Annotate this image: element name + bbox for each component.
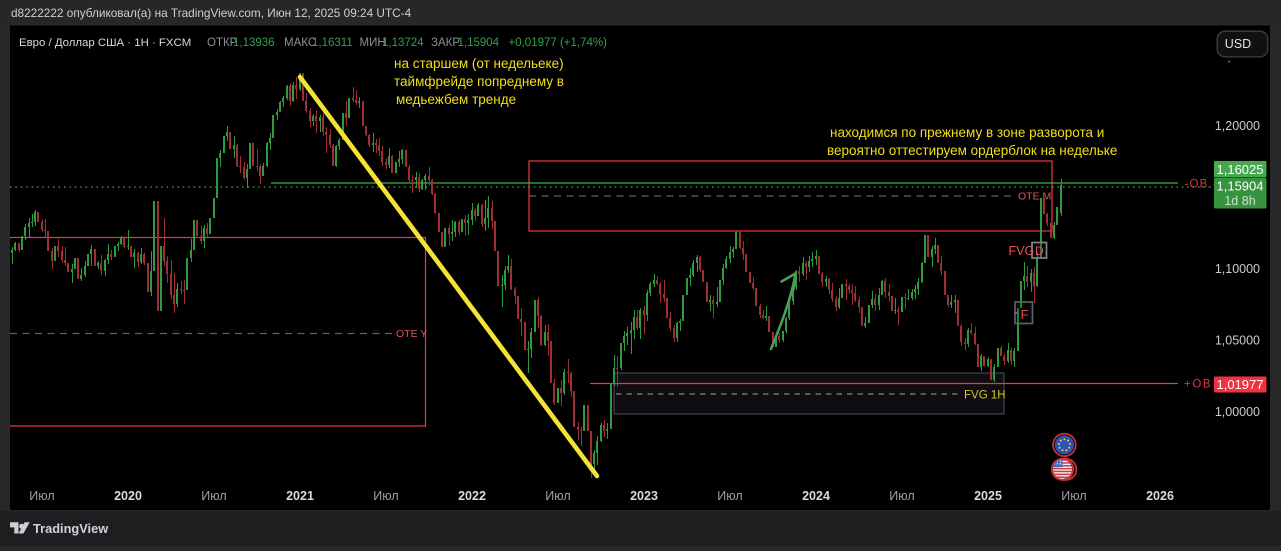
svg-text:Июл: Июл	[201, 489, 226, 503]
svg-text:1,16025: 1,16025	[1217, 162, 1264, 177]
svg-text:FVG 1H: FVG 1H	[964, 390, 1006, 402]
svg-text:1,05000: 1,05000	[1215, 334, 1260, 348]
svg-text:на старшем (от недельеке): на старшем (от недельеке)	[394, 56, 564, 71]
svg-text:2024: 2024	[802, 489, 830, 503]
svg-text:F: F	[1021, 308, 1029, 322]
svg-text:медьежбем тренде: медьежбем тренде	[396, 92, 516, 107]
svg-text:Июл: Июл	[889, 489, 914, 503]
svg-text:2026: 2026	[1146, 489, 1174, 503]
svg-text:1,00000: 1,00000	[1215, 405, 1260, 419]
svg-text:D: D	[1035, 244, 1044, 258]
svg-text:находимся по прежнему в зоне р: находимся по прежнему в зоне разворота и	[830, 125, 1104, 140]
svg-text:-OB.-: -OB.-	[1185, 179, 1218, 191]
svg-text:OTE Y: OTE Y	[396, 328, 427, 340]
svg-text:1,15904: 1,15904	[458, 37, 500, 49]
svg-text:вероятно оттестируем ордерблок: вероятно оттестируем ордерблок на недель…	[827, 143, 1117, 158]
svg-text:МИН: МИН	[360, 37, 386, 49]
svg-text:USD: USD	[1225, 37, 1251, 51]
svg-text:1,13724: 1,13724	[382, 37, 424, 49]
svg-text:+0,01977 (+1,74%): +0,01977 (+1,74%)	[509, 37, 608, 49]
svg-text:TradingView: TradingView	[33, 521, 108, 536]
svg-text:2022: 2022	[458, 489, 486, 503]
svg-text:1d 8h: 1d 8h	[1224, 194, 1255, 208]
svg-text:ОТКР: ОТКР	[207, 37, 238, 49]
svg-text:МАКС: МАКС	[284, 37, 316, 49]
svg-text:Июл: Июл	[1061, 489, 1086, 503]
svg-text:2025: 2025	[974, 489, 1002, 503]
svg-text:d8222222 опубликовал(а) на Tra: d8222222 опубликовал(а) на TradingView.c…	[11, 6, 412, 20]
svg-text:Июл: Июл	[373, 489, 398, 503]
svg-text:2023: 2023	[630, 489, 658, 503]
svg-text:таймфрейде попреднему в: таймфрейде попреднему в	[394, 74, 564, 89]
svg-text:1,10000: 1,10000	[1215, 262, 1260, 276]
svg-text:Июл: Июл	[29, 489, 54, 503]
svg-text:1,13936: 1,13936	[233, 37, 275, 49]
svg-text:FVG: FVG	[1009, 244, 1035, 258]
svg-text:ЗАКР: ЗАКР	[431, 37, 460, 49]
svg-text:2020: 2020	[114, 489, 142, 503]
svg-text:+OB -: +OB -	[1184, 379, 1222, 391]
svg-text:Июл: Июл	[717, 489, 742, 503]
svg-text:Евро / Доллар США · 1Н · FXCM: Евро / Доллар США · 1Н · FXCM	[19, 37, 191, 49]
svg-text:Июл: Июл	[545, 489, 570, 503]
svg-text:OTE M: OTE M	[1018, 191, 1051, 203]
svg-text:1,01977: 1,01977	[1217, 377, 1264, 392]
svg-text:1,16311: 1,16311	[312, 37, 353, 49]
svg-text:2021: 2021	[286, 489, 314, 503]
svg-text:1,15904: 1,15904	[1217, 179, 1264, 194]
svg-text:1,20000: 1,20000	[1215, 119, 1260, 133]
